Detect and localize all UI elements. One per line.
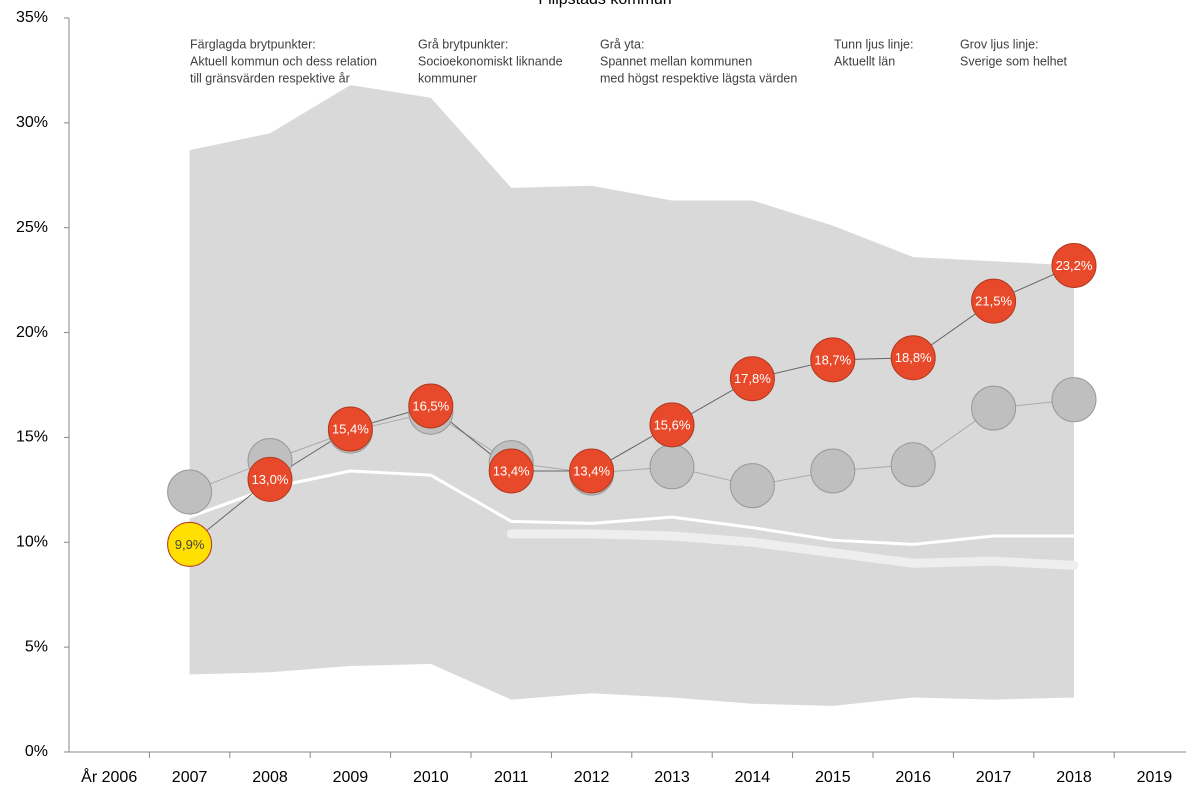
data-point — [971, 278, 1017, 324]
y-tick-label: 5% — [25, 638, 48, 655]
annotation: Aktuellt län — [834, 54, 895, 68]
data-label: 15,4% — [332, 421, 369, 436]
data-label: 16,5% — [412, 398, 449, 413]
data-point — [649, 402, 695, 448]
y-tick-label: 15% — [16, 429, 48, 446]
reference-line — [188, 469, 1076, 546]
range-area — [189, 85, 1075, 706]
annotation: Grå yta: — [600, 37, 644, 51]
annotation: Grå brytpunkter: — [418, 37, 508, 51]
data-point — [971, 385, 1017, 431]
x-tick-label: 2012 — [574, 769, 610, 786]
data-point — [649, 444, 695, 490]
data-point — [408, 383, 454, 429]
annotation: Spannet mellan kommunen — [600, 54, 752, 68]
annotation: Tunn ljus linje: — [834, 37, 913, 51]
x-tick-label: 2011 — [494, 769, 529, 786]
y-tick-label: 10% — [16, 534, 48, 551]
data-point — [569, 448, 615, 494]
data-point — [810, 337, 856, 383]
data-label: 23,2% — [1056, 258, 1093, 273]
reference-line — [506, 529, 1079, 570]
data-point — [890, 442, 936, 488]
data-point — [729, 356, 775, 402]
x-tick-label: 2007 — [172, 769, 208, 786]
y-tick-label: 0% — [25, 743, 48, 760]
annotation: kommuner — [418, 71, 477, 85]
x-tick-label: 2015 — [815, 769, 851, 786]
data-point — [327, 406, 373, 452]
data-label: 9,9% — [175, 537, 205, 552]
data-label: 13,0% — [252, 472, 289, 487]
x-tick-label: 2018 — [1056, 769, 1092, 786]
data-point — [1051, 377, 1097, 423]
data-label: 18,8% — [895, 350, 932, 365]
data-point — [488, 448, 534, 494]
data-label: 13,4% — [493, 463, 530, 478]
data-point — [890, 335, 936, 381]
data-point — [729, 463, 775, 509]
x-tick-label: 2008 — [252, 769, 288, 786]
x-tick-label: 2010 — [413, 769, 449, 786]
annotation: med högst respektive lägsta värden — [600, 71, 797, 85]
annotation: Aktuell kommun och dess relation — [190, 54, 377, 68]
data-point — [1051, 242, 1097, 288]
annotation: Färglagda brytpunkter: — [190, 37, 316, 51]
x-tick-label: 2009 — [333, 769, 369, 786]
annotation: Sverige som helhet — [960, 54, 1068, 68]
y-tick-label: 20% — [16, 324, 48, 341]
data-label: 15,6% — [654, 417, 691, 432]
data-point — [167, 521, 213, 567]
data-label: 13,4% — [573, 463, 610, 478]
y-tick-label: 30% — [16, 114, 48, 131]
x-tick-label: År 2006 — [81, 767, 137, 786]
y-tick-label: 25% — [16, 219, 48, 236]
annotation: till gränsvärden respektive år — [190, 71, 350, 85]
chart-title: Filipstads kommun — [538, 0, 671, 8]
data-point — [167, 469, 213, 515]
x-tick-label: 2014 — [735, 769, 771, 786]
annotation: Socioekonomiskt liknande — [418, 54, 563, 68]
y-tick-label: 35% — [16, 9, 48, 26]
x-tick-label: 2017 — [976, 769, 1012, 786]
data-label: 18,7% — [814, 352, 851, 367]
data-label: 17,8% — [734, 371, 771, 386]
data-point — [247, 456, 293, 502]
x-tick-label: 2016 — [895, 769, 931, 786]
x-tick-label: 2019 — [1137, 769, 1173, 786]
data-label: 21,5% — [975, 294, 1012, 309]
x-tick-label: 2013 — [654, 769, 690, 786]
annotation: Grov ljus linje: — [960, 37, 1039, 51]
data-point — [810, 448, 856, 494]
